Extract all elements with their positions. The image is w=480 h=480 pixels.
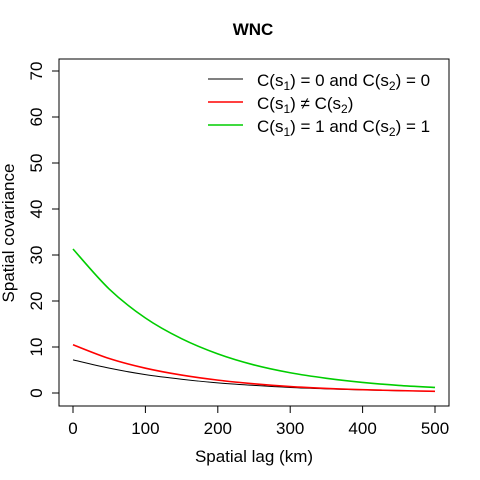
x-tick-label: 0 [68, 419, 77, 438]
legend-label-segment: ) = 0 and C( [290, 71, 381, 90]
chart-title: WNC [233, 20, 274, 39]
legend-label-segment: ) [348, 94, 354, 113]
legend-label-segment: s [380, 71, 389, 90]
legend-label-segment: 2 [341, 102, 348, 116]
legend-label-segment: 1 [283, 102, 290, 116]
y-tick-label: 40 [27, 200, 46, 219]
legend-label-2: C(s1) ≠ C(s2) [257, 94, 353, 116]
legend-label-segment: ) = 0 [396, 71, 431, 90]
legend-label-segment: 1 [283, 79, 290, 93]
legend-label-segment: C [257, 71, 269, 90]
legend-label-segment: s [333, 94, 342, 113]
legend-label-3: C(s1) = 1 and C(s2) = 1 [257, 117, 430, 139]
legend-label-segment: ) = 1 [396, 117, 431, 136]
legend-label-segment: s [380, 117, 389, 136]
legend-label-segment: C [257, 94, 269, 113]
legend-label-segment: 2 [389, 79, 396, 93]
x-tick-label: 200 [204, 419, 232, 438]
x-axis: 0 100 200 300 400 500 [68, 405, 449, 438]
legend-label-segment: s [275, 71, 284, 90]
legend-label-segment: 2 [389, 125, 396, 139]
y-tick-label: 30 [27, 246, 46, 265]
x-tick-label: 400 [348, 419, 376, 438]
legend-label-segment: s [275, 117, 284, 136]
y-tick-label: 10 [27, 338, 46, 357]
legend-label-segment: ( [269, 94, 275, 113]
legend-label-segment: ( [269, 117, 275, 136]
legend-label-segment: ( [269, 71, 275, 90]
legend-label-segment: C [257, 117, 269, 136]
x-tick-label: 100 [131, 419, 159, 438]
series-line-2 [72, 343, 436, 393]
legend-label-segment: 1 [283, 125, 290, 139]
legend-label-segment: ) = 1 and C( [290, 117, 381, 136]
plot-frame [58, 58, 450, 407]
y-tick-label: 60 [27, 108, 46, 127]
series-line-3 [72, 248, 436, 389]
x-tick-label: 500 [421, 419, 449, 438]
y-tick-label: 50 [27, 154, 46, 173]
legend-label-1: C(s1) = 0 and C(s2) = 0 [257, 71, 430, 93]
y-tick-label: 0 [27, 388, 46, 397]
y-axis-title: Spatial covariance [0, 164, 18, 303]
x-tick-label: 300 [276, 419, 304, 438]
y-tick-label: 70 [27, 62, 46, 81]
y-tick-label: 20 [27, 292, 46, 311]
series-layer [72, 248, 436, 393]
x-axis-title: Spatial lag (km) [195, 447, 313, 466]
legend-label-segment: ) ≠ C( [290, 94, 333, 113]
legend-label-segment: s [275, 94, 284, 113]
legend: C(s1) = 0 and C(s2) = 0C(s1) ≠ C(s2)C(s1… [208, 71, 430, 139]
y-axis: 0 10 20 30 40 50 60 70 [27, 62, 60, 398]
